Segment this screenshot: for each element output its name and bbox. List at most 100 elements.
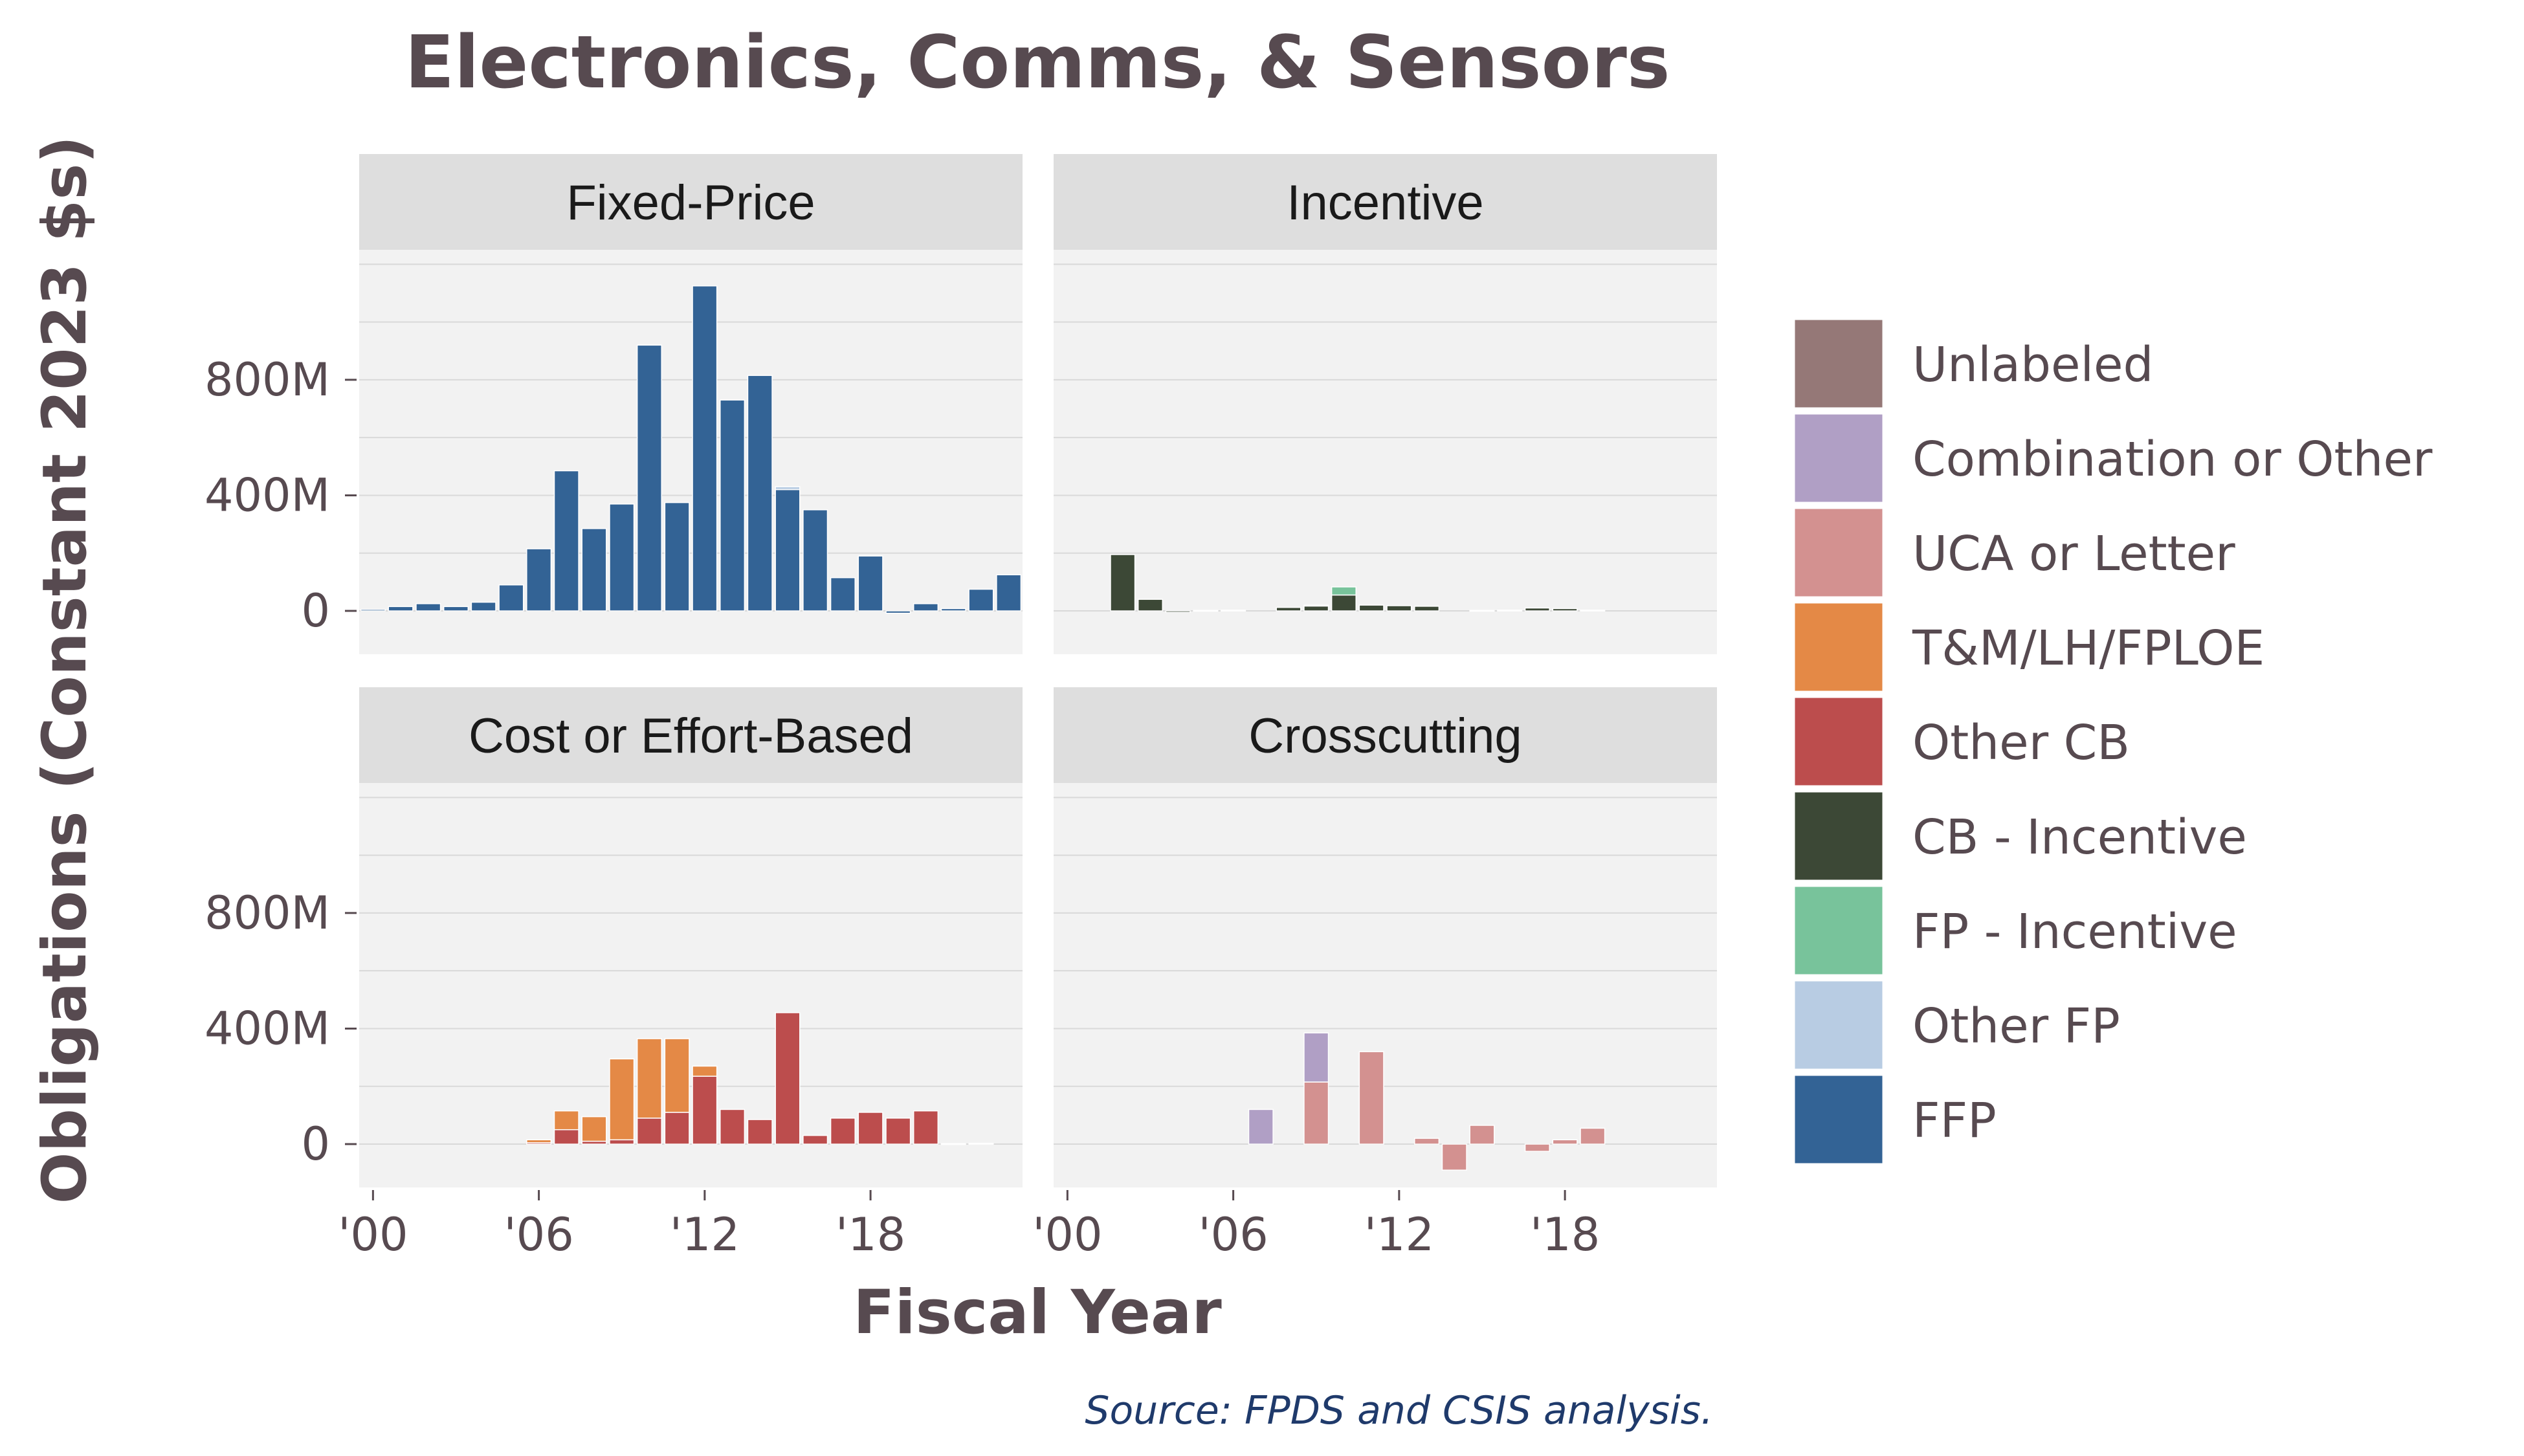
legend-key-combination-or-other (1793, 412, 1885, 504)
bar-ffp-2019 (885, 610, 911, 614)
panel-background (1054, 250, 1717, 654)
facet-strip (359, 154, 1023, 250)
bar-cb-incentive-2004 (1165, 610, 1191, 613)
bar-other-cb-2015 (775, 1012, 801, 1145)
bar-ffp-2009 (609, 503, 635, 612)
bar-cb-incentive-2003 (1137, 599, 1164, 612)
panel-cost-or-effort-based: Cost or Effort-Based (359, 687, 1023, 1187)
facet-strip-label: Cost or Effort-Based (469, 709, 913, 764)
bar-ffp-2017 (830, 577, 856, 612)
bar-other-cb-2018 (858, 1112, 883, 1145)
bar-ffp-2002 (415, 603, 441, 612)
x-tick-label: '12 (1364, 1208, 1434, 1261)
bar-cb-incentive-2019 (1580, 609, 1606, 612)
legend-key-uca-or-letter (1793, 507, 1885, 599)
x-axis-title: Fiscal Year (853, 1277, 1222, 1348)
legend: Unlabeled Combination or Other UCA or Lett… (1793, 318, 2433, 1165)
legend-label-combination-or-other: Combination or Other (1912, 432, 2433, 487)
bar-ffp-2001 (388, 606, 414, 612)
legend-label-unlabeled: Unlabeled (1912, 337, 2154, 393)
bar-t-m-lh-fploe-2006 (526, 1139, 552, 1143)
legend-key-other-fp (1793, 979, 1885, 1071)
bar-cb-incentive-2016 (1497, 609, 1523, 612)
legend-label-t-m-lh-fploe: T&M/LH/FPLOE (1912, 621, 2264, 676)
bar-other-cb-2010 (636, 1118, 662, 1145)
bar-other-cb-2014 (747, 1119, 773, 1145)
legend-label-fp-incentive: FP - Incentive (1912, 904, 2237, 960)
panel-background (1054, 783, 1717, 1187)
bar-cb-incentive-2017 (1524, 607, 1550, 612)
bar-ffp-2008 (581, 528, 607, 612)
x-tick-label: '06 (1198, 1208, 1268, 1261)
panel-background (359, 250, 1023, 654)
bar-ffp-2006 (526, 548, 552, 612)
bar-other-cb-2012 (692, 1075, 718, 1145)
legend-label-other-fp: Other FP (1912, 998, 2120, 1054)
bar-fp-incentive-2009 (1303, 604, 1329, 607)
x-tick-label: '12 (670, 1208, 740, 1261)
bar-cb-incentive-2015 (1469, 610, 1495, 612)
bar-fp-incentive-2010 (1331, 586, 1356, 596)
y-tick-label: 800M (205, 353, 330, 406)
bar-cb-incentive-2006 (1221, 609, 1246, 612)
facet-strip (1054, 687, 1717, 783)
bar-other-cb-2016 (803, 1134, 828, 1145)
bar-ffp-2005 (498, 584, 524, 612)
bar-uca-or-letter-2014 (1441, 1143, 1467, 1171)
bar-uca-or-letter-2018 (1552, 1139, 1578, 1145)
bar-ffp-2021 (940, 608, 966, 612)
bar-other-cb-2020 (913, 1110, 939, 1145)
y-axis-title: Obligations (Constant 2023 $s) (30, 136, 100, 1204)
y-tick-label: 400M (205, 469, 330, 522)
facet-strip (1054, 154, 1717, 250)
y-tick-label: 0 (301, 584, 330, 637)
bar-t-m-lh-fploe-2009 (609, 1058, 635, 1141)
facet-strip-label: Crosscutting (1248, 709, 1522, 764)
bar-other-cb-2019 (885, 1118, 911, 1145)
legend-key-t-m-lh-fploe (1793, 601, 1885, 693)
panel-fixed-price: Fixed-Price (359, 154, 1023, 654)
bar-ffp-2014 (747, 375, 773, 612)
bar-t-m-lh-fploe-2007 (553, 1110, 579, 1131)
bar-ffp-2015 (775, 489, 801, 612)
bar-ffp-2020 (913, 603, 939, 612)
bar-other-fp-2015 (775, 486, 801, 491)
bar-ffp-2016 (803, 509, 828, 612)
bar-t-m-lh-fploe-2011 (664, 1038, 690, 1113)
legend-key-unlabeled (1793, 318, 1885, 410)
facet-strip-label: Fixed-Price (566, 175, 815, 230)
bar-uca-or-letter-2017 (1524, 1143, 1550, 1152)
bar-combination-or-other-2007 (1248, 1109, 1274, 1145)
x-tick-label: '00 (338, 1208, 408, 1261)
bar-ffp-2007 (553, 470, 579, 612)
bar-t-m-lh-fploe-2008 (581, 1116, 607, 1142)
panel-background (359, 783, 1023, 1187)
bar-ffp-2010 (636, 344, 662, 612)
legend-label-other-cb: Other CB (1912, 715, 2130, 771)
bar-t-m-lh-fploe-2010 (636, 1038, 662, 1119)
bar-ffp-2018 (858, 555, 883, 612)
y-tick-label: 400M (205, 1002, 330, 1055)
bar-cb-incentive-2013 (1414, 606, 1440, 612)
bar-ffp-2011 (664, 502, 690, 612)
legend-key-cb-incentive (1793, 790, 1885, 882)
bar-ffp-2022 (968, 588, 994, 612)
bar-other-cb-2011 (664, 1112, 690, 1145)
bar-other-cb-2007 (553, 1129, 579, 1145)
legend-label-uca-or-letter: UCA or Letter (1912, 526, 2235, 582)
bar-cb-incentive-2011 (1358, 604, 1384, 612)
bar-cb-incentive-2008 (1276, 606, 1301, 612)
bar-cb-incentive-2010 (1331, 594, 1356, 612)
bar-ffp-2004 (470, 601, 496, 612)
source-caption: Source: FPDS and CSIS analysis. (1085, 1388, 1713, 1433)
bar-cb-incentive-2012 (1386, 605, 1412, 612)
bar-other-cb-2021 (940, 1143, 966, 1145)
y-tick-label: 0 (301, 1118, 330, 1171)
bar-other-cb-2017 (830, 1118, 856, 1145)
bar-cb-incentive-2002 (1110, 554, 1136, 612)
bar-cb-incentive-2018 (1552, 608, 1578, 612)
bar-ffp-2003 (443, 606, 469, 612)
facet-panels: Fixed-Price Incentive Cost or Effort-Based… (359, 154, 1717, 1187)
panel-crosscutting: Crosscutting (1054, 687, 1717, 1187)
bar-other-cb-2022 (968, 1142, 994, 1145)
